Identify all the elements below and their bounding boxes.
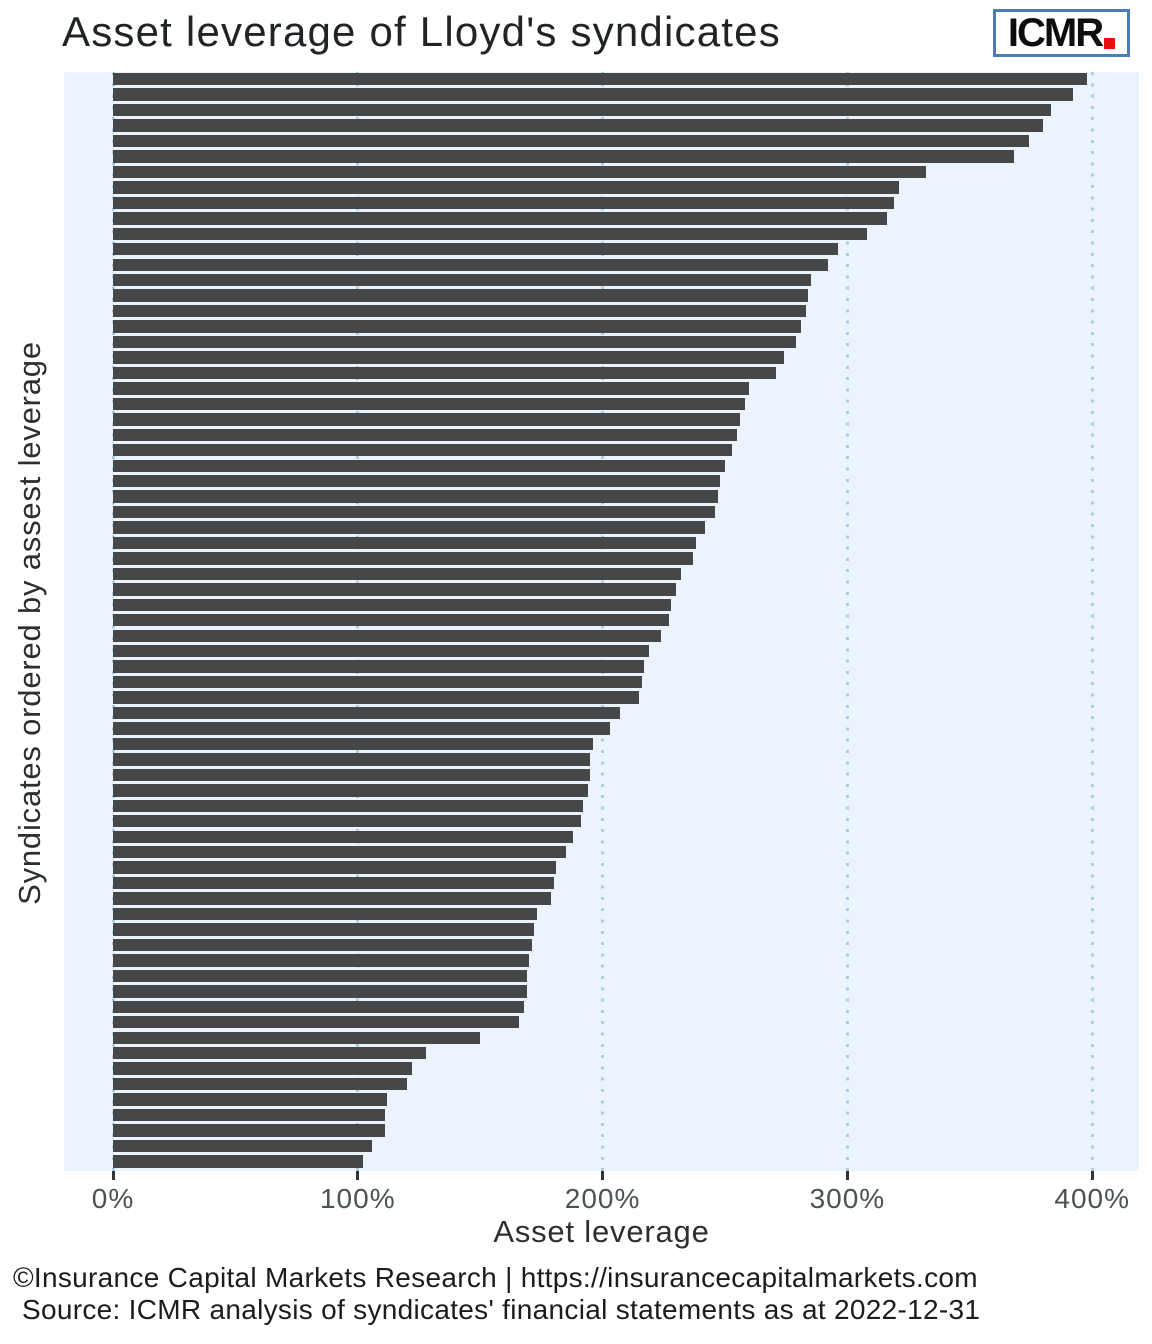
bar: [113, 737, 593, 751]
bar: [113, 1000, 525, 1013]
icmr-logo-red-dot: [1104, 37, 1116, 49]
plot-area: [64, 72, 1139, 1171]
bar: [113, 212, 887, 225]
x-tick-mark: [111, 1171, 115, 1180]
bar: [113, 1155, 363, 1168]
bar: [113, 150, 1014, 163]
y-axis-title: Syndicates ordered by assest leverage: [12, 341, 47, 905]
bar: [113, 428, 738, 441]
bar: [113, 413, 740, 426]
bar: [113, 753, 591, 766]
bar: [113, 536, 696, 550]
bar: [113, 366, 777, 380]
bar: [113, 521, 706, 534]
bar: [113, 304, 806, 318]
bar: [113, 459, 725, 472]
bar: [113, 273, 811, 287]
bar: [113, 583, 677, 596]
bar: [113, 88, 1073, 101]
bar: [113, 1124, 385, 1137]
bar: [113, 598, 672, 612]
bar: [113, 938, 532, 952]
bar: [113, 1016, 520, 1029]
bar: [113, 784, 588, 797]
bar: [113, 258, 828, 271]
bar: [113, 768, 591, 782]
bar: [113, 1031, 481, 1044]
bar: [113, 706, 620, 720]
copyright-line: ©Insurance Capital Markets Research | ht…: [13, 1262, 978, 1293]
bar: [113, 876, 554, 890]
bar: [113, 985, 527, 998]
x-tick-label: 0%: [91, 1183, 135, 1214]
bar: [113, 552, 694, 565]
icmr-logo-text: ICMR: [1007, 11, 1104, 55]
source-line: Source: ICMR analysis of syndicates' fin…: [22, 1294, 981, 1325]
gridline-300: [845, 72, 849, 1171]
bar: [113, 134, 1029, 148]
bar: [113, 397, 745, 411]
bar: [113, 892, 552, 905]
x-tick-mark: [601, 1171, 605, 1180]
bar: [113, 830, 574, 843]
bar: [113, 119, 1044, 132]
x-tick-label: 400%: [1054, 1183, 1130, 1214]
bar: [113, 645, 650, 658]
bar: [113, 923, 535, 936]
bar: [113, 846, 566, 859]
bar: [113, 196, 894, 210]
bar: [113, 1077, 407, 1091]
bar: [113, 505, 716, 519]
bar: [113, 1108, 385, 1122]
bar: [113, 907, 537, 921]
bar: [113, 1046, 427, 1060]
bar: [113, 1062, 412, 1075]
bar: [113, 103, 1051, 117]
bar: [113, 1139, 373, 1153]
bar: [113, 444, 733, 457]
bar: [113, 954, 530, 967]
icmr-logo: ICMR: [993, 9, 1130, 57]
bar: [113, 1093, 388, 1106]
x-tick-label: 100%: [319, 1183, 396, 1214]
bar: [113, 629, 662, 642]
bar: [113, 320, 801, 333]
bar: [113, 73, 1088, 86]
x-tick-label: 300%: [809, 1183, 886, 1214]
bar: [113, 474, 721, 488]
chart-title: Asset leverage of Lloyd's syndicates: [62, 8, 781, 55]
bar: [113, 969, 527, 983]
x-tick-mark: [845, 1171, 849, 1180]
bar: [113, 490, 718, 503]
bar: [113, 165, 926, 179]
bar: [113, 675, 642, 689]
bar: [113, 382, 750, 395]
bar: [113, 227, 867, 240]
bar: [113, 722, 610, 735]
gridline-400: [1090, 72, 1094, 1171]
bar: [113, 660, 645, 673]
bar: [113, 815, 581, 828]
x-tick-mark: [1090, 1171, 1094, 1180]
bar: [113, 614, 669, 627]
bar: [113, 243, 838, 256]
bar: [113, 335, 796, 349]
bar: [113, 567, 681, 581]
x-axis-title: Asset leverage: [493, 1214, 710, 1249]
x-tick-label: 200%: [564, 1183, 641, 1214]
x-tick-mark: [356, 1171, 360, 1180]
bar: [113, 691, 640, 704]
bar: [113, 861, 557, 874]
bar: [113, 351, 784, 364]
bar: [113, 181, 899, 194]
bar: [113, 289, 809, 302]
bar: [113, 799, 584, 812]
